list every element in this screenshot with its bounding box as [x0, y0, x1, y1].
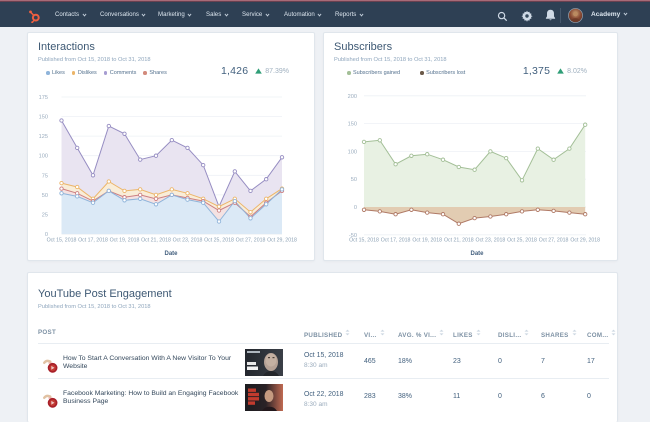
svg-text:125: 125 [39, 134, 48, 140]
svg-text:Oct 19, 2018: Oct 19, 2018 [110, 238, 140, 244]
svg-text:Date: Date [164, 251, 178, 257]
svg-text:75: 75 [42, 173, 48, 179]
svg-text:Oct 15, 2018: Oct 15, 2018 [349, 238, 379, 244]
svg-text:0: 0 [354, 205, 357, 211]
svg-text:Oct 21, 2018: Oct 21, 2018 [444, 238, 474, 244]
svg-text:Oct 29, 2018: Oct 29, 2018 [570, 238, 600, 244]
svg-text:Oct 19, 2018: Oct 19, 2018 [412, 238, 442, 244]
svg-text:100: 100 [39, 154, 48, 160]
svg-text:Oct 27, 2018: Oct 27, 2018 [539, 238, 569, 244]
svg-text:50: 50 [42, 193, 48, 199]
svg-text:25: 25 [42, 212, 48, 218]
svg-text:Oct 23, 2018: Oct 23, 2018 [476, 238, 506, 244]
svg-text:Date: Date [470, 251, 484, 257]
svg-text:175: 175 [39, 95, 48, 101]
svg-text:100: 100 [348, 149, 357, 155]
svg-text:0: 0 [45, 232, 48, 238]
svg-text:Oct 15, 2018: Oct 15, 2018 [47, 238, 77, 244]
svg-text:Oct 21, 2018: Oct 21, 2018 [141, 238, 171, 244]
svg-text:150: 150 [39, 115, 48, 121]
svg-text:Oct 29, 2018: Oct 29, 2018 [267, 238, 297, 244]
svg-text:150: 150 [348, 122, 357, 128]
svg-text:Oct 17, 2018: Oct 17, 2018 [381, 238, 411, 244]
svg-text:Oct 17, 2018: Oct 17, 2018 [78, 238, 108, 244]
svg-text:-50: -50 [349, 233, 357, 239]
svg-text:200: 200 [348, 94, 357, 100]
svg-text:Oct 23, 2018: Oct 23, 2018 [173, 238, 203, 244]
svg-text:Oct 25, 2018: Oct 25, 2018 [507, 238, 537, 244]
svg-text:Oct 25, 2018: Oct 25, 2018 [204, 238, 234, 244]
svg-text:Oct 27, 2018: Oct 27, 2018 [236, 238, 266, 244]
svg-text:50: 50 [351, 177, 357, 183]
